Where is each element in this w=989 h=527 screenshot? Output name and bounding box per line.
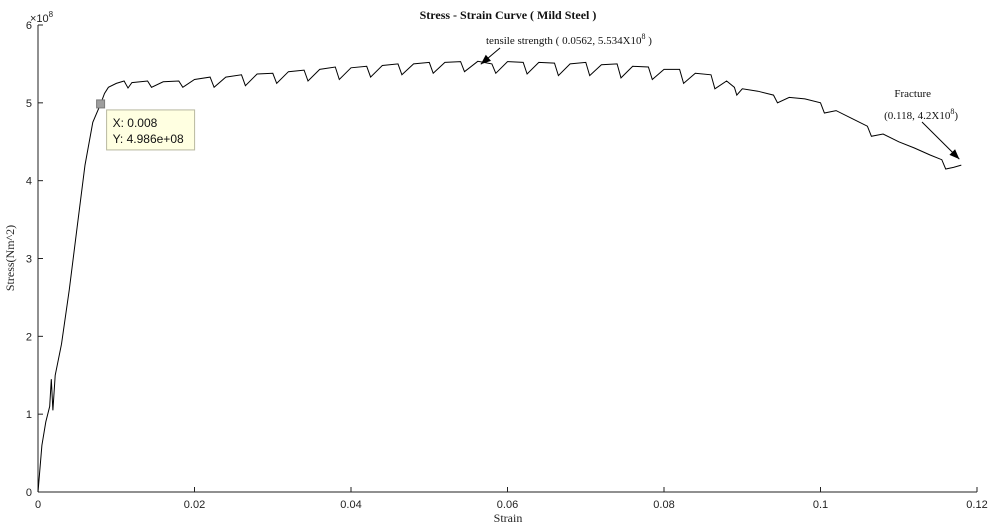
fracture-arrow-head xyxy=(949,149,960,160)
tensile-arrow-head xyxy=(480,54,491,65)
x-tick-label: 0 xyxy=(35,499,41,511)
axes xyxy=(37,25,977,493)
datatip-box xyxy=(106,109,196,151)
y-ticks: 0 1 2 3 4 5 6 xyxy=(26,20,43,499)
tensile-strength-text: tensile strength ( 0.0562, 5.534X108 ) xyxy=(486,32,652,47)
datatip-x-text: X: 0.008 xyxy=(113,116,158,130)
y-tick-label: 4 xyxy=(26,176,32,188)
tensile-strength-annotation: tensile strength ( 0.0562, 5.534X108 ) xyxy=(480,32,652,65)
fracture-text-line2: (0.118, 4.2X108) xyxy=(884,107,958,122)
y-tick-label: 0 xyxy=(26,487,32,499)
y-tick-label: 2 xyxy=(26,331,32,343)
x-ticks: 0 0.02 0.04 0.06 0.08 0.1 0.12 xyxy=(35,487,988,511)
fracture-text-line1: Fracture xyxy=(894,88,931,100)
y-axis-label: Stress(Nm^2) xyxy=(3,225,17,291)
x-tick-label: 0.04 xyxy=(340,499,361,511)
y-tick-label: 1 xyxy=(26,409,32,421)
x-tick-label: 0.06 xyxy=(497,499,518,511)
y-tick-label: 5 xyxy=(26,98,32,110)
y-exponent-label: ×108 xyxy=(30,10,54,25)
x-tick-label: 0.08 xyxy=(653,499,674,511)
x-axis-label: Strain xyxy=(494,511,523,525)
stress-strain-line xyxy=(37,60,962,493)
fracture-annotation: Fracture (0.118, 4.2X108) xyxy=(884,88,960,160)
datatip-marker[interactable] xyxy=(96,99,106,109)
datatip-y-text: Y: 4.986e+08 xyxy=(113,132,184,146)
x-tick-label: 0.12 xyxy=(966,499,987,511)
y-tick-label: 6 xyxy=(26,20,32,32)
x-tick-label: 0.1 xyxy=(813,499,828,511)
datatip[interactable]: X: 0.008 Y: 4.986e+08 xyxy=(96,99,196,151)
y-tick-label: 3 xyxy=(26,254,32,266)
chart-title: Stress - Strain Curve ( Mild Steel ) xyxy=(420,8,597,22)
x-tick-label: 0.02 xyxy=(184,499,205,511)
